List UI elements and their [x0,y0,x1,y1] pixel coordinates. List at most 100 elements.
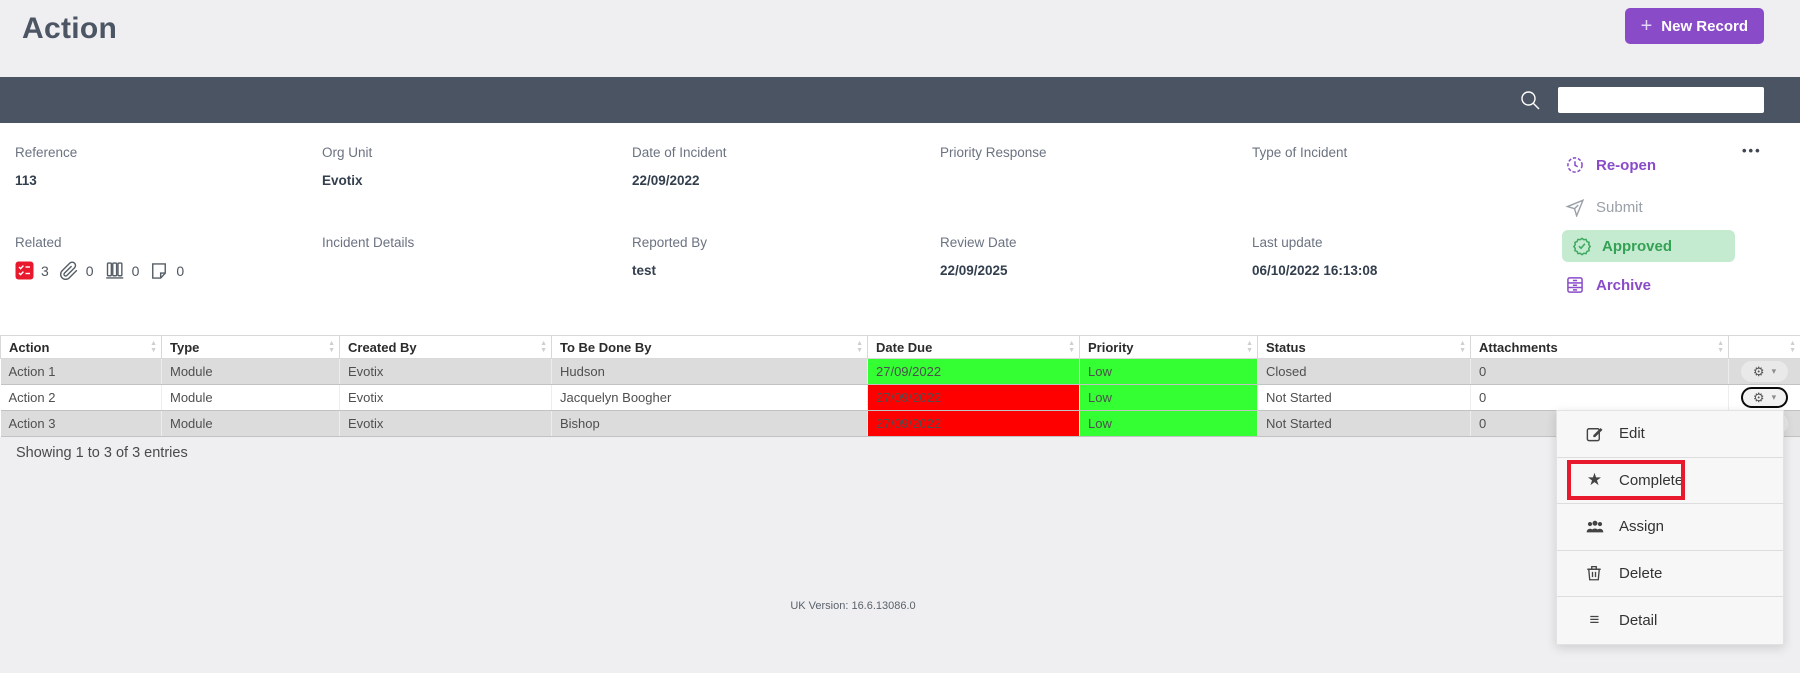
new-record-label: New Record [1661,17,1748,35]
cell-priority: Low [1079,384,1258,411]
users-icon [1585,517,1604,537]
sort-icon[interactable]: ▲ ▼ [540,340,547,354]
new-record-button[interactable]: + New Record [1624,8,1764,44]
column-header-to-be-done-by[interactable]: To Be Done By ▲ ▼ [551,335,868,359]
menu-item-label: Complete [1619,471,1684,489]
plus-icon: + [1640,15,1653,37]
field-value [940,173,1230,189]
archive-label: Archive [1596,276,1652,294]
reopen-button[interactable]: Re-open [1565,155,1656,175]
ellipsis-icon: ••• [1742,143,1762,158]
column-header-priority[interactable]: Priority ▲ ▼ [1079,335,1258,359]
archive-button[interactable]: Archive [1565,275,1651,295]
cell-to-be-done-by: Hudson [551,358,868,385]
send-icon [1565,197,1585,217]
related-records-chip[interactable]: 3 [15,261,49,280]
note-icon [149,261,169,281]
sort-icon[interactable]: ▲ ▼ [1789,340,1796,354]
menu-item-label: Delete [1619,564,1663,582]
sort-icon[interactable]: ▲ ▼ [856,340,863,354]
reopen-label: Re-open [1596,156,1656,174]
column-label: Date Due [876,339,933,355]
row-actions-button-active[interactable]: ⚙ ▾ [1740,387,1789,408]
related-attachments-chip[interactable]: 0 [59,260,94,281]
page-title: Action [22,12,118,45]
sort-icon[interactable]: ▲ ▼ [150,340,157,354]
cell-date-due: 27/09/2022 [867,384,1080,411]
cell-priority: Low [1079,358,1258,385]
sort-icon[interactable]: ▲ ▼ [1459,340,1466,354]
table-row: Action 3 Module Evotix Bishop 27/09/2022… [0,410,1800,437]
field-value: Evotix [322,173,363,188]
menu-item-delete[interactable]: Delete [1557,550,1783,597]
search-input[interactable] [1558,87,1764,113]
row-context-menu: Edit ★ Complete Assign Delete ≡ Detail [1556,410,1784,645]
table-row: Action 1 Module Evotix Hudson 27/09/2022… [0,358,1800,385]
library-icon [104,260,125,281]
cell-type: Module [161,384,340,411]
field-label: Related [15,235,62,250]
cell-priority: Low [1079,410,1258,437]
field-last-update: Last update 06/10/2022 16:13:08 [1252,235,1542,279]
column-label: Action [9,339,50,355]
field-value: 22/09/2022 [632,173,700,188]
sort-icon[interactable]: ▲ ▼ [1717,340,1724,354]
gear-icon: ⚙ [1752,390,1765,405]
sort-icon[interactable]: ▲ ▼ [328,340,335,354]
detail-lines-icon: ≡ [1589,610,1600,630]
seal-check-icon [1572,236,1592,256]
field-label: Review Date [940,235,1017,250]
sort-icon[interactable]: ▲ ▼ [1246,340,1253,354]
menu-item-edit[interactable]: Edit [1557,411,1783,458]
related-notes-chip[interactable]: 0 [149,261,184,281]
cell-row-actions: ⚙ ▾ [1728,358,1800,385]
menu-item-label: Edit [1619,425,1645,443]
cell-to-be-done-by: Jacquelyn Boogher [551,384,868,411]
cell-status: Not Started [1257,410,1471,437]
table-header-row: Action ▲ ▼ Type ▲ ▼ Created By ▲ ▼ To Be Done … [0,335,1800,359]
menu-item-detail[interactable]: ≡ Detail [1557,597,1783,644]
column-label: Status [1266,339,1306,355]
field-value: 113 [15,173,37,188]
related-library-chip[interactable]: 0 [104,260,139,281]
field-priority-response: Priority Response [940,145,1230,189]
column-label: Priority [1088,339,1134,355]
column-header-date-due[interactable]: Date Due ▲ ▼ [867,335,1080,359]
row-actions-button[interactable]: ⚙ ▾ [1740,361,1789,382]
field-date-of-incident: Date of Incident 22/09/2022 [632,145,922,189]
field-label: Reference [15,145,78,160]
field-incident-details: Incident Details [322,235,612,279]
sort-icon[interactable]: ▲ ▼ [1068,340,1075,354]
cell-status: Closed [1257,358,1471,385]
column-header-created-by[interactable]: Created By ▲ ▼ [339,335,552,359]
field-value: 06/10/2022 16:13:08 [1252,263,1378,278]
cell-action: Action 1 [0,358,162,385]
star-icon: ★ [1586,470,1603,490]
related-icons-row: 3 0 0 [15,260,305,281]
field-label: Type of Incident [1252,145,1348,160]
column-header-status[interactable]: Status ▲ ▼ [1257,335,1471,359]
menu-item-complete[interactable]: ★ Complete [1557,457,1783,504]
column-label: To Be Done By [560,339,652,355]
cell-attachments: 0 [1470,358,1729,385]
column-header-type[interactable]: Type ▲ ▼ [161,335,340,359]
submit-label: Submit [1596,198,1643,216]
column-header-action[interactable]: Action ▲ ▼ [0,335,162,359]
approved-label: Approved [1602,237,1673,255]
more-options-button[interactable]: ••• [1742,143,1762,158]
menu-item-assign[interactable]: Assign [1557,504,1783,551]
column-header-actions[interactable]: ▲ ▼ [1728,335,1800,359]
submit-button[interactable]: Submit [1565,197,1643,217]
column-header-attachments[interactable]: Attachments ▲ ▼ [1470,335,1729,359]
field-label: Org Unit [322,145,373,160]
page-header: Action + New Record [0,0,1800,77]
paperclip-icon [59,260,79,281]
search-icon[interactable] [1518,88,1542,112]
cell-type: Module [161,410,340,437]
cell-to-be-done-by: Bishop [551,410,868,437]
approved-badge[interactable]: Approved [1562,230,1735,262]
table-row: Action 2 Module Evotix Jacquelyn Boogher… [0,384,1800,411]
gear-icon: ⚙ [1752,364,1765,379]
search-toolbar [0,77,1800,123]
actions-table: Action ▲ ▼ Type ▲ ▼ Created By ▲ ▼ To Be Done … [0,335,1800,437]
